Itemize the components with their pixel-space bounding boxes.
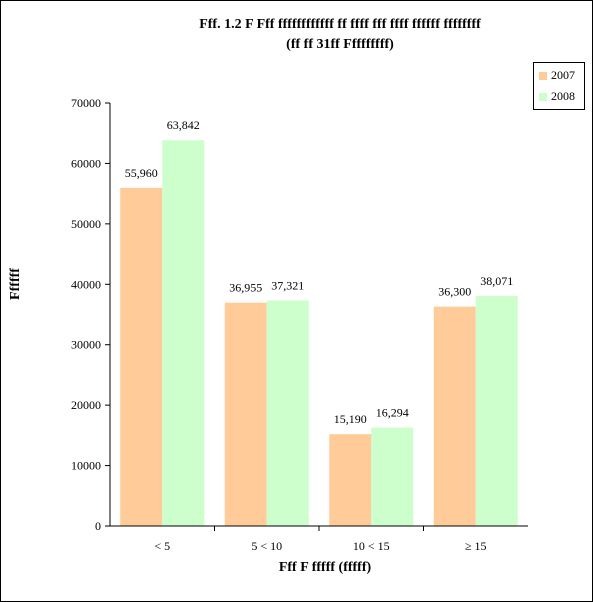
legend-item-2008: 2008: [539, 88, 575, 104]
bar-2007-0: [120, 187, 163, 526]
data-label-2008-3: 38,071: [480, 274, 513, 288]
x-axis-label: Fff F fffff (fffff): [278, 560, 372, 575]
x-tick-label-0: < 5: [154, 539, 170, 553]
bar-2007-2: [329, 434, 372, 526]
y-tick-label-7: 70000: [71, 96, 101, 110]
bar-2008-0: [162, 140, 205, 526]
y-tick-label-5: 50000: [71, 217, 101, 231]
y-tick-label-2: 20000: [71, 398, 101, 412]
y-tick-label-3: 30000: [71, 338, 101, 352]
chart-legend: 2007 2008: [533, 62, 585, 110]
legend-item-2007: 2007: [539, 67, 575, 83]
y-tick-label-0: 0: [95, 519, 101, 533]
bar-2007-1: [224, 302, 267, 526]
legend-label-2007: 2007: [551, 68, 575, 82]
data-label-2008-2: 16,294: [376, 406, 409, 420]
legend-label-2008: 2008: [551, 89, 575, 103]
bar-2008-1: [266, 300, 309, 526]
x-tick-label-1: 5 < 10: [251, 539, 282, 553]
x-tick-label-2: 10 < 15: [353, 539, 390, 553]
y-tick-label-1: 10000: [71, 459, 101, 473]
y-tick-label-6: 60000: [71, 156, 101, 170]
bar-2008-2: [371, 427, 414, 526]
chart-title-line-1: Fff. 1.2 F Fff ffffffffffff ff ffff fff …: [199, 17, 481, 32]
data-label-2008-1: 37,321: [271, 278, 304, 292]
data-label-2007-1: 36,955: [229, 281, 262, 295]
bar-2008-3: [475, 295, 518, 526]
x-tick-label-3: ≥ 15: [465, 539, 487, 553]
data-label-2007-0: 55,960: [125, 166, 158, 180]
chart-title: Fff. 1.2 F Fff ffffffffffff ff ffff fff …: [160, 15, 520, 55]
data-label-2007-3: 36,300: [438, 285, 471, 299]
legend-swatch-2007: [539, 72, 547, 81]
bar-2007-3: [433, 306, 476, 526]
data-label-2008-0: 63,842: [167, 118, 200, 132]
legend-swatch-2008: [539, 93, 547, 102]
data-label-2007-2: 15,190: [334, 412, 367, 426]
chart-title-line-2: (ff ff 31ff Fffffffff): [286, 37, 394, 52]
y-tick-label-4: 40000: [71, 277, 101, 291]
